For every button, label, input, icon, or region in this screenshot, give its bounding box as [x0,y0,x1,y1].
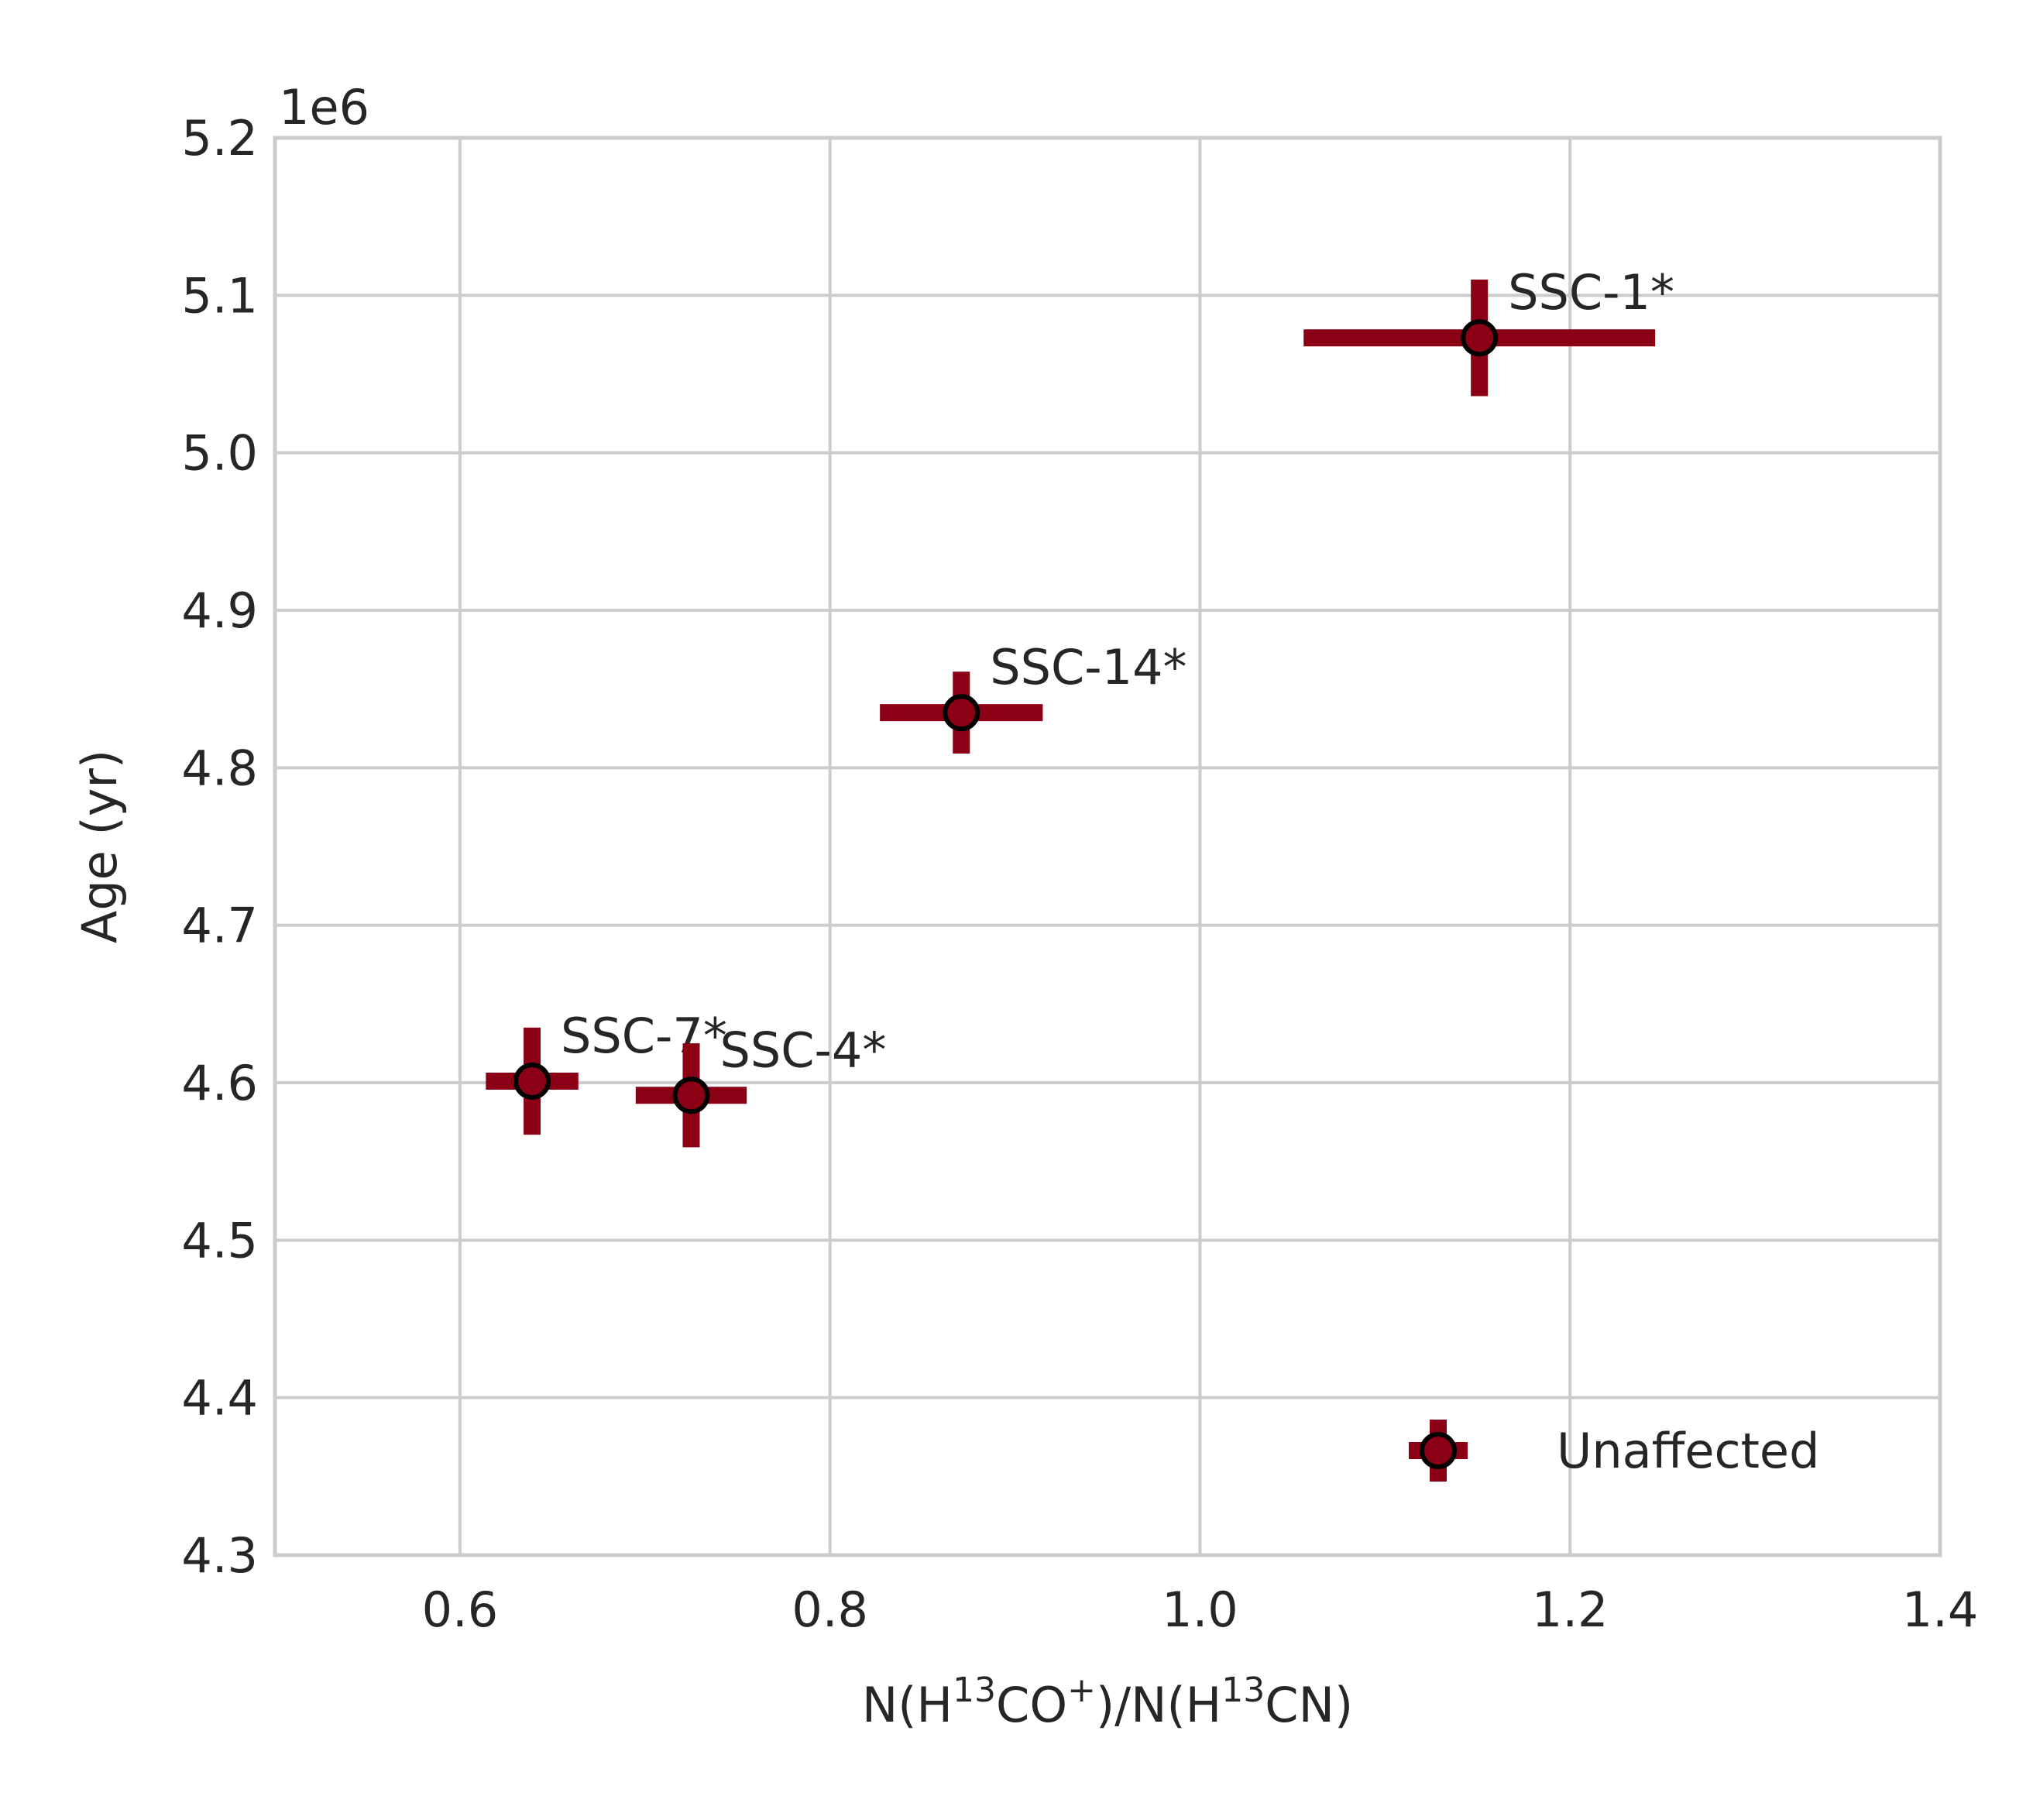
y-tick-label: 4.6 [181,1055,258,1111]
point-annotation: SSC-7* [561,1008,727,1064]
x-label-part: N(H [862,1677,953,1733]
x-label-part: CO [996,1677,1067,1733]
x-tick-label: 1.4 [1902,1581,1979,1638]
x-tick-label: 0.8 [792,1581,868,1638]
y-tick-label: 4.7 [181,898,258,954]
y-axis-offset-label: 1e6 [279,79,369,136]
point-annotation: SSC-1* [1508,264,1674,321]
x-axis-label: N(H13CO+)/N(H13CN) [862,1671,1353,1733]
x-axis-ticks: 0.6 0.8 1.0 1.2 1.4 [422,1581,1979,1638]
x-label-part: CN) [1265,1677,1353,1733]
y-tick-label: 5.1 [181,267,258,324]
y-tick-label: 4.8 [181,740,258,796]
x-tick-label: 1.0 [1162,1581,1238,1638]
data-point-marker [672,1077,710,1114]
x-label-superscript: + [1067,1671,1096,1710]
data-point-marker [513,1062,551,1100]
y-tick-label: 4.9 [181,582,258,639]
point-annotation: SSC-14* [990,639,1186,695]
x-tick-label: 0.6 [422,1581,499,1638]
y-tick-label: 5.0 [181,425,258,482]
x-label-superscript: 13 [1221,1671,1265,1710]
legend: Unaffected [1409,1420,1819,1482]
y-tick-label: 4.4 [181,1370,258,1427]
y-axis-label: Age (yr) [71,750,128,943]
data-point-marker [1461,319,1499,357]
y-tick-label: 4.5 [181,1212,258,1269]
y-tick-label: 4.3 [181,1527,258,1584]
legend-marker [1420,1432,1457,1469]
point-annotation: SSC-4* [720,1022,887,1078]
data-points: SSC-1* SSC-14* SSC-7*SSC-4* [486,264,1674,1148]
x-label-part: )/N(H [1096,1677,1221,1733]
y-tick-label: 5.2 [181,110,258,167]
legend-label: Unaffected [1557,1423,1819,1479]
y-axis-ticks: 4.3 4.4 4.5 4.6 4.7 4.8 4.9 5.0 5.1 5.2 [181,110,258,1584]
plot-frame [273,136,1942,1557]
x-label-superscript: 13 [953,1671,996,1710]
x-tick-label: 1.2 [1532,1581,1609,1638]
data-point-marker [943,694,980,732]
